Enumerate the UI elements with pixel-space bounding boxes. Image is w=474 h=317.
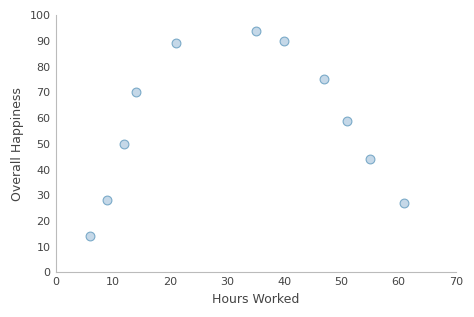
- Point: [320, 77, 328, 82]
- Point: [366, 157, 374, 162]
- Point: [86, 234, 94, 239]
- X-axis label: Hours Worked: Hours Worked: [212, 293, 300, 306]
- Point: [252, 28, 259, 33]
- Point: [103, 198, 111, 203]
- Y-axis label: Overall Happiness: Overall Happiness: [11, 87, 24, 201]
- Point: [132, 90, 139, 95]
- Point: [172, 41, 180, 46]
- Point: [281, 38, 288, 43]
- Point: [120, 141, 128, 146]
- Point: [343, 118, 351, 123]
- Point: [401, 200, 408, 205]
